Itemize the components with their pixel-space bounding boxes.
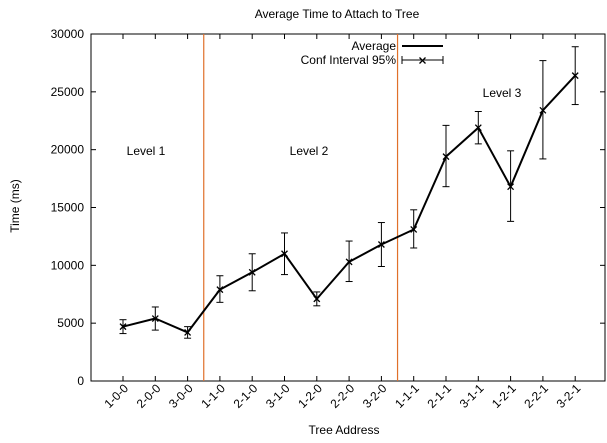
data-point-2-2-0 [345, 258, 353, 266]
x-tick-label: 2-0-0 [134, 381, 164, 411]
data-point-1-2-0 [313, 295, 321, 303]
data-point-3-2-1 [571, 72, 579, 80]
y-tick-label: 30000 [51, 27, 85, 41]
data-point-1-0-0 [119, 323, 127, 331]
x-tick-label: 2-2-1 [521, 381, 551, 411]
y-tick-label: 10000 [51, 258, 85, 272]
data-point-2-1-1 [442, 153, 450, 161]
y-tick-label: 25000 [51, 85, 85, 99]
x-axis-label: Tree Address [309, 423, 380, 437]
x-tick-label: 1-1-0 [198, 381, 228, 411]
series-line-average [122, 74, 576, 334]
y-tick-label: 15000 [51, 201, 85, 215]
legend-ci-marker [419, 57, 426, 64]
x-tick-label: 3-2-1 [554, 381, 584, 411]
data-point-1-1-1 [410, 226, 418, 233]
chart-title: Average Time to Attach to Tree [255, 7, 420, 21]
x-tick-label: 3-1-1 [457, 381, 487, 411]
x-tick-label: 1-2-0 [295, 381, 325, 411]
x-tick-label: 2-1-0 [231, 381, 261, 411]
data-point-1-1-0 [216, 286, 224, 294]
x-tick-label: 1-2-1 [489, 381, 519, 411]
x-tick-label: 1-0-0 [101, 381, 131, 411]
data-point-2-0-0 [151, 315, 159, 322]
level-1-label: Level 1 [127, 144, 166, 158]
data-point-3-2-0 [377, 241, 385, 248]
x-tick-label: 2-2-0 [328, 381, 358, 411]
y-tick-label: 0 [77, 374, 84, 388]
level-2-label: Level 2 [290, 144, 329, 158]
x-tick-label: 2-1-1 [424, 381, 454, 411]
y-tick-label: 20000 [51, 143, 85, 157]
x-tick-label: 3-0-0 [166, 381, 196, 411]
data-point-3-1-1 [474, 124, 482, 132]
y-tick-label: 5000 [57, 316, 84, 330]
data-point-2-2-1 [539, 106, 547, 114]
data-point-1-2-1 [507, 183, 515, 191]
plot-frame [90, 33, 606, 382]
data-point-3-1-0 [281, 250, 288, 258]
legend-ci-label: Conf Interval 95% [301, 53, 397, 67]
x-tick-label: 3-2-0 [360, 381, 390, 411]
data-point-3-0-0 [184, 328, 192, 336]
x-tick-label: 3-1-0 [263, 381, 293, 411]
legend-average-label: Average [352, 39, 397, 53]
y-axis-label: Time (ms) [8, 179, 22, 233]
data-point-2-1-0 [248, 268, 256, 276]
legend: Average Conf Interval 95% [301, 39, 444, 67]
level-3-label: Level 3 [483, 86, 522, 100]
x-tick-label: 1-1-1 [392, 381, 422, 411]
